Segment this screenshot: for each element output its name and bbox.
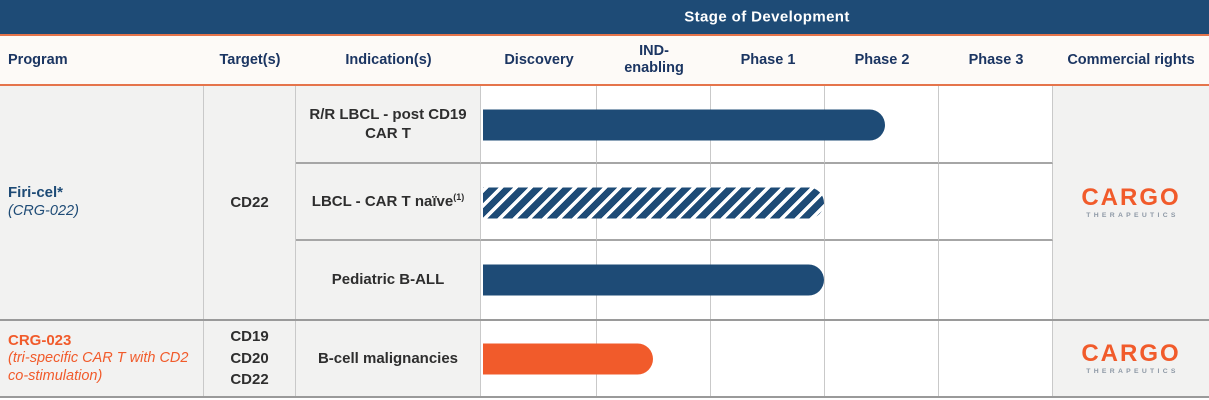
- target-label: CD22: [230, 193, 269, 211]
- block-separator: [0, 319, 1209, 321]
- stage-cell: [711, 241, 825, 319]
- stage-cell: [939, 321, 1053, 396]
- header-program: Program: [8, 51, 68, 68]
- program-cell-firi-cel: Firi-cel* (CRG-022): [0, 86, 204, 319]
- stage-cell: [825, 241, 939, 319]
- header-stage-ind-enabling: IND-enabling: [597, 36, 711, 84]
- stage-cell: [939, 241, 1053, 319]
- stage-cell: [597, 164, 711, 241]
- bottom-border: [0, 396, 1209, 398]
- column-header-row: Program Target(s) Indication(s) Discover…: [0, 36, 1209, 84]
- commercial-rights-cell: CARGO THERAPEUTICS: [1053, 321, 1209, 396]
- indication-cell: Pediatric B-ALL: [296, 241, 481, 319]
- cargo-logo-wordmark: CARGO: [1081, 184, 1181, 211]
- header-stage-phase2: Phase 2: [854, 51, 910, 68]
- target-label: CD22: [230, 371, 269, 389]
- cargo-logo-wordmark: CARGO: [1081, 340, 1181, 367]
- stage-cell: [597, 86, 711, 164]
- target-label: CD19: [230, 327, 269, 345]
- stage-cell: [825, 321, 939, 396]
- footnote-marker: (1): [453, 191, 465, 202]
- header-targets: Target(s): [219, 51, 281, 68]
- indication-label: LBCL - CAR T naïve(1): [312, 192, 464, 212]
- stage-cell: [939, 164, 1053, 241]
- stage-cell: [825, 86, 939, 164]
- stage-cell: [825, 164, 939, 241]
- indication-label: B-cell malignancies: [317, 349, 459, 367]
- program-name: CRG-023: [8, 331, 72, 349]
- indication-cell: B-cell malignancies: [296, 321, 481, 396]
- program-code: (tri-specific CAR T with CD2 co-stimulat…: [8, 350, 189, 384]
- program-name: Firi-cel*: [8, 184, 64, 202]
- stage-cell: [481, 241, 597, 319]
- cargo-logo-subtext: THERAPEUTICS: [1086, 368, 1179, 375]
- stage-cell: [481, 321, 597, 396]
- commercial-rights-cell: CARGO THERAPEUTICS: [1053, 86, 1209, 319]
- stage-cell: [711, 164, 825, 241]
- header-stage-ind-enabling-label: IND-enabling: [624, 43, 684, 76]
- header-stage-phase3: Phase 3: [968, 51, 1024, 68]
- header-commercial-rights: Commercial rights: [1067, 51, 1195, 68]
- header-indications: Indication(s): [345, 51, 432, 68]
- stage-cell: [711, 86, 825, 164]
- indication-cell: LBCL - CAR T naïve(1): [296, 164, 481, 241]
- indication-label: R/R LBCL - post CD19 CAR T: [309, 105, 467, 143]
- stage-cell: [481, 164, 597, 241]
- stage-cell: [939, 86, 1053, 164]
- stage-of-development-banner: Stage of Development: [0, 0, 1209, 34]
- stage-cell: [597, 321, 711, 396]
- program-block-firi-cel: Firi-cel* (CRG-022) CD22 R/R LBCL - post…: [0, 86, 1209, 319]
- cargo-logo-subtext: THERAPEUTICS: [1086, 212, 1179, 219]
- indication-cell: R/R LBCL - post CD19 CAR T: [296, 86, 481, 164]
- indication-text: LBCL - CAR T naïve: [311, 192, 454, 210]
- cargo-logo: CARGO THERAPEUTICS: [1081, 340, 1181, 376]
- orange-divider: [0, 34, 1209, 36]
- stage-cell: [711, 321, 825, 396]
- target-label: CD20: [230, 349, 269, 367]
- program-block-crg-023: CRG-023 (tri-specific CAR T with CD2 co-…: [0, 321, 1209, 396]
- stage-cell: [597, 241, 711, 319]
- header-stage-phase1: Phase 1: [740, 51, 796, 68]
- program-code: (CRG-022): [8, 203, 79, 220]
- stage-of-development-label: Stage of Development: [684, 8, 850, 26]
- cargo-logo: CARGO THERAPEUTICS: [1081, 184, 1181, 220]
- target-cell-crg-023: CD19 CD20 CD22: [204, 321, 296, 396]
- stage-cell: [481, 86, 597, 164]
- target-cell-firi-cel: CD22: [204, 86, 296, 319]
- indication-label: Pediatric B-ALL: [331, 271, 445, 289]
- orange-divider: [0, 84, 1209, 86]
- header-stage-discovery: Discovery: [504, 51, 574, 68]
- program-cell-crg-023: CRG-023 (tri-specific CAR T with CD2 co-…: [0, 321, 204, 396]
